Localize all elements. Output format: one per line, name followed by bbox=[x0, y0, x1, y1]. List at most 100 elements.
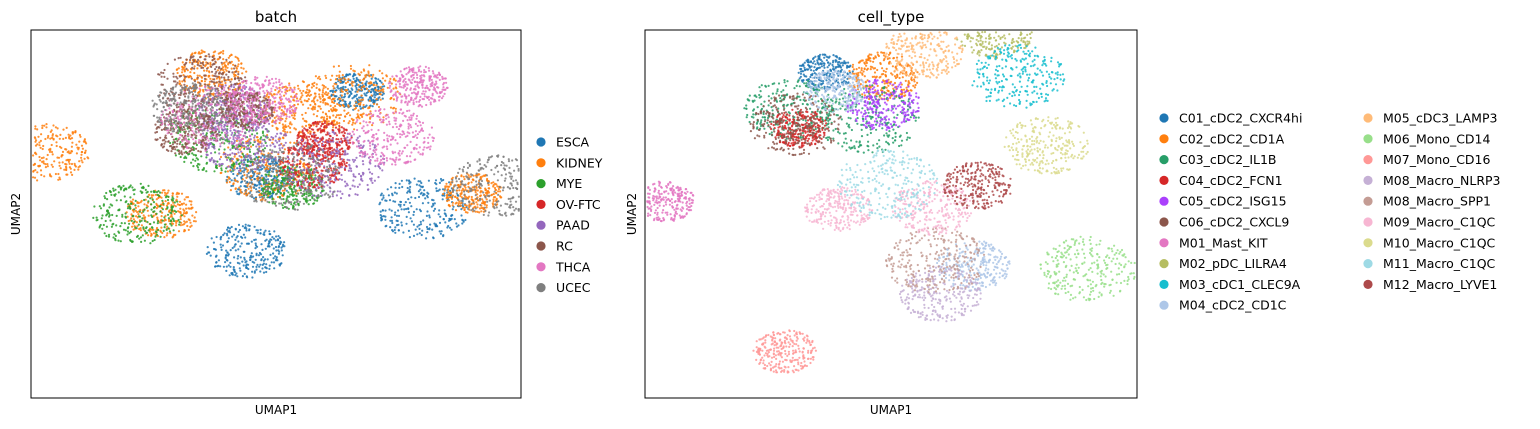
scatter-point bbox=[424, 197, 427, 200]
scatter-point bbox=[315, 115, 319, 118]
scatter-point bbox=[469, 175, 472, 178]
scatter-point bbox=[253, 225, 256, 228]
scatter-point bbox=[244, 185, 247, 188]
scatter-point bbox=[433, 222, 436, 225]
scatter-point bbox=[271, 198, 274, 201]
scatter-point bbox=[321, 122, 324, 126]
scatter-point bbox=[183, 83, 186, 86]
scatter-point bbox=[289, 131, 292, 134]
scatter-point bbox=[138, 237, 141, 240]
scatter-point bbox=[303, 119, 306, 122]
scatter-point bbox=[238, 186, 241, 189]
scatter-point bbox=[271, 189, 274, 192]
scatter-point bbox=[283, 94, 286, 97]
scatter-point bbox=[233, 103, 236, 106]
scatter-point bbox=[287, 151, 290, 154]
scatter-point bbox=[372, 73, 375, 76]
scatter-point bbox=[321, 95, 324, 98]
scatter-point bbox=[160, 75, 163, 78]
scatter-point bbox=[273, 267, 276, 270]
scatter-point bbox=[290, 123, 293, 126]
scatter-point bbox=[361, 179, 364, 182]
scatter-point bbox=[225, 249, 228, 252]
scatter-point bbox=[155, 191, 158, 194]
scatter-point bbox=[348, 146, 351, 149]
scatter-point bbox=[39, 159, 42, 162]
scatter-point bbox=[377, 85, 380, 89]
scatter-point bbox=[213, 147, 216, 150]
scatter-point bbox=[340, 173, 343, 177]
scatter-point bbox=[199, 61, 202, 65]
scatter-point bbox=[272, 252, 275, 255]
scatter-point bbox=[332, 93, 335, 96]
scatter-point bbox=[39, 146, 42, 149]
scatter-point bbox=[317, 105, 320, 108]
scatter-point bbox=[46, 165, 49, 168]
scatter-point bbox=[254, 247, 257, 250]
scatter-point bbox=[462, 175, 465, 178]
scatter-point bbox=[212, 241, 215, 244]
scatter-point bbox=[240, 146, 243, 149]
scatter-point bbox=[327, 120, 330, 123]
scatter-point bbox=[324, 154, 327, 157]
scatter-point bbox=[281, 254, 284, 257]
scatter-point bbox=[341, 192, 344, 195]
scatter-point bbox=[332, 65, 335, 68]
scatter-point bbox=[253, 167, 257, 171]
scatter-point bbox=[370, 83, 374, 86]
scatter-point bbox=[159, 205, 162, 208]
scatter-point bbox=[490, 182, 493, 185]
scatter-point bbox=[430, 205, 433, 208]
scatter-point bbox=[395, 214, 399, 217]
scatter-point bbox=[132, 228, 135, 231]
scatter-point bbox=[206, 246, 209, 249]
scatter-point bbox=[345, 144, 348, 147]
scatter-point bbox=[283, 148, 286, 151]
scatter-point bbox=[288, 172, 291, 175]
scatter-point bbox=[179, 155, 182, 159]
scatter-point bbox=[439, 177, 443, 181]
scatter-point bbox=[189, 71, 192, 74]
scatter-point bbox=[302, 169, 305, 172]
scatter-point bbox=[234, 238, 237, 241]
scatter-point bbox=[176, 200, 179, 203]
scatter-point bbox=[172, 235, 175, 238]
scatter-point bbox=[214, 265, 217, 268]
scatter-point bbox=[384, 79, 387, 82]
scatter-point bbox=[342, 127, 345, 130]
scatter-point bbox=[161, 211, 164, 214]
scatter-point bbox=[308, 83, 311, 87]
scatter-point bbox=[419, 192, 422, 195]
scatter-point bbox=[225, 79, 228, 82]
scatter-point bbox=[328, 182, 332, 185]
scatter-point bbox=[422, 192, 425, 195]
scatter-point bbox=[363, 155, 366, 158]
scatter-point bbox=[398, 182, 401, 185]
scatter-point bbox=[463, 208, 466, 212]
scatter-point bbox=[493, 186, 497, 190]
scatter-point bbox=[270, 151, 273, 154]
scatter-point bbox=[375, 103, 379, 106]
scatter-point bbox=[38, 155, 41, 159]
scatter-point bbox=[369, 177, 372, 180]
scatter-point bbox=[124, 215, 127, 218]
scatter-point bbox=[245, 167, 248, 170]
scatter-point bbox=[55, 144, 58, 148]
scatter-point bbox=[254, 183, 257, 186]
scatter-point bbox=[225, 181, 229, 184]
scatter-point bbox=[460, 208, 463, 211]
scatter-point bbox=[365, 73, 368, 76]
scatter-point bbox=[276, 132, 279, 135]
scatter-point bbox=[276, 175, 279, 178]
scatter-point bbox=[471, 186, 474, 189]
scatter-point bbox=[463, 178, 466, 181]
scatter-point bbox=[361, 171, 364, 174]
scatter-point bbox=[112, 187, 115, 190]
scatter-point bbox=[300, 138, 304, 142]
scatter-point bbox=[338, 178, 341, 181]
scatter-point bbox=[327, 123, 330, 126]
scatter-point bbox=[107, 211, 110, 214]
scatter-point bbox=[407, 198, 410, 201]
scatter-point bbox=[471, 178, 475, 181]
scatter-point bbox=[284, 85, 287, 88]
